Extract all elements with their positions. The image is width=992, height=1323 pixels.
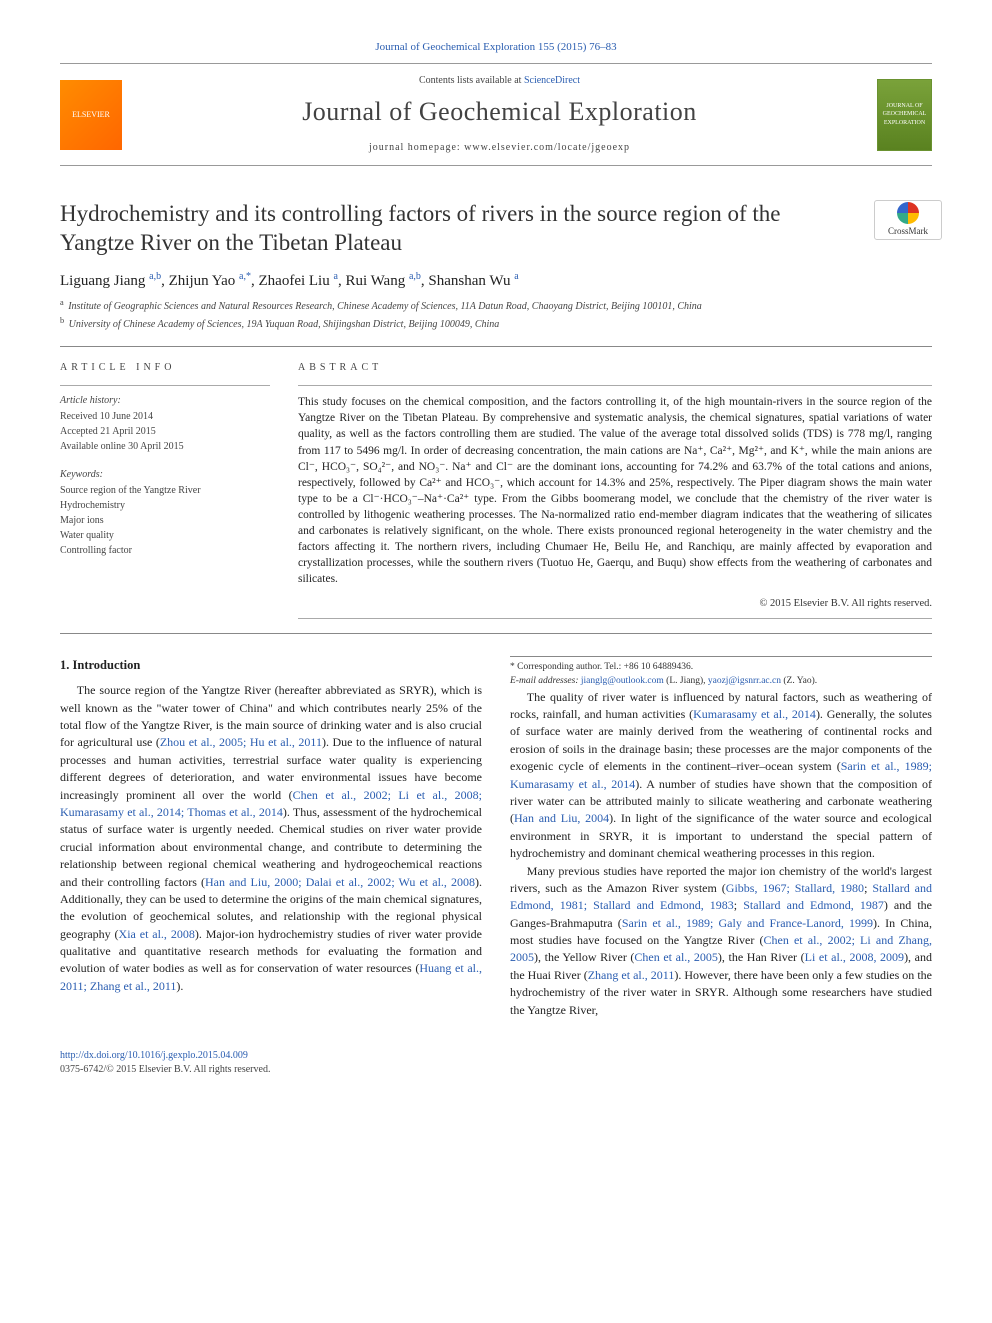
history-label: Article history: <box>60 394 270 408</box>
citation-link[interactable]: Chen et al., 2005 <box>634 950 717 964</box>
sciencedirect-link[interactable]: ScienceDirect <box>524 75 580 86</box>
affiliation: b University of Chinese Academy of Scien… <box>60 318 932 332</box>
article-info-col: ARTICLE INFO Article history: Received 1… <box>60 361 270 619</box>
history-entry: Received 10 June 2014 <box>60 410 270 424</box>
body-paragraph: The quality of river water is influenced… <box>510 689 932 863</box>
doi-link[interactable]: http://dx.doi.org/10.1016/j.gexplo.2015.… <box>60 1050 248 1061</box>
keyword: Controlling factor <box>60 544 270 558</box>
citation-link[interactable]: Gibbs, 1967; Stallard, 1980 <box>726 881 864 895</box>
history-entry: Accepted 21 April 2015 <box>60 425 270 439</box>
journal-header-center: Contents lists available at ScienceDirec… <box>122 74 877 154</box>
keywords-block: Keywords: Source region of the Yangtze R… <box>60 468 270 558</box>
keyword: Hydrochemistry <box>60 499 270 513</box>
divider <box>298 618 932 619</box>
abstract-heading: ABSTRACT <box>298 361 932 375</box>
article-info-heading: ARTICLE INFO <box>60 361 270 375</box>
journal-header: ELSEVIER Contents lists available at Sci… <box>60 63 932 165</box>
article-history: Article history: Received 10 June 2014Ac… <box>60 394 270 454</box>
email-line: E-mail addresses: jianglg@outlook.com (L… <box>510 675 932 689</box>
author-list: Liguang Jiang a,b, Zhijun Yao a,*, Zhaof… <box>60 271 932 292</box>
citation-link[interactable]: Stallard and Edmond, 1987 <box>743 898 884 912</box>
issn-copyright: 0375-6742/© 2015 Elsevier B.V. All right… <box>60 1063 932 1077</box>
citation-link[interactable]: Li et al., 2008, 2009 <box>805 950 904 964</box>
citation-text: Journal of Geochemical Exploration 155 (… <box>375 41 616 53</box>
keywords-label: Keywords: <box>60 468 270 482</box>
keyword: Major ions <box>60 514 270 528</box>
journal-title: Journal of Geochemical Exploration <box>122 94 877 130</box>
abstract-copyright: © 2015 Elsevier B.V. All rights reserved… <box>298 597 932 612</box>
affiliation: a Institute of Geographic Sciences and N… <box>60 300 932 314</box>
body-paragraph: The source region of the Yangtze River (… <box>60 682 482 995</box>
section-heading: 1. Introduction <box>60 656 482 674</box>
email-link[interactable]: yaozj@igsnrr.ac.cn <box>708 676 781 686</box>
divider <box>60 385 270 386</box>
footnote-block: * Corresponding author. Tel.: +86 10 648… <box>510 656 932 689</box>
info-abstract-row: ARTICLE INFO Article history: Received 1… <box>60 361 932 619</box>
body-text: 1. Introduction The source region of the… <box>60 656 932 1019</box>
body-paragraph: Many previous studies have reported the … <box>510 863 932 1020</box>
citation-link[interactable]: Kumarasamy et al., 2014 <box>693 707 816 721</box>
divider <box>60 633 932 634</box>
contents-line: Contents lists available at ScienceDirec… <box>122 74 877 88</box>
citation-header: Journal of Geochemical Exploration 155 (… <box>60 40 932 55</box>
abstract-text: This study focuses on the chemical compo… <box>298 394 932 587</box>
citation-link[interactable]: Sarin et al., 1989; Galy and France-Lano… <box>622 916 873 930</box>
homepage-url[interactable]: www.elsevier.com/locate/jgeoexp <box>464 142 630 153</box>
corresponding-author: * Corresponding author. Tel.: +86 10 648… <box>510 661 932 675</box>
journal-cover-thumb: JOURNAL OF GEOCHEMICAL EXPLORATION <box>877 79 932 151</box>
citation-link[interactable]: Zhang et al., 2011 <box>588 968 675 982</box>
citation-link[interactable]: Zhou et al., 2005; Hu et al., 2011 <box>160 735 322 749</box>
article-title: Hydrochemistry and its controlling facto… <box>60 200 932 258</box>
citation-link[interactable]: Han and Liu, 2000; Dalai et al., 2002; W… <box>205 875 475 889</box>
crossmark-badge[interactable]: CrossMark <box>874 200 942 240</box>
citation-link[interactable]: Xia et al., 2008 <box>119 927 195 941</box>
crossmark-icon <box>897 202 919 224</box>
elsevier-logo: ELSEVIER <box>60 80 122 150</box>
citation-link[interactable]: Han and Liu, 2004 <box>514 811 609 825</box>
page-footer: http://dx.doi.org/10.1016/j.gexplo.2015.… <box>60 1049 932 1077</box>
divider <box>60 346 932 347</box>
keyword: Water quality <box>60 529 270 543</box>
email-link[interactable]: jianglg@outlook.com <box>581 676 664 686</box>
history-entry: Available online 30 April 2015 <box>60 440 270 454</box>
journal-homepage: journal homepage: www.elsevier.com/locat… <box>122 141 877 155</box>
keyword: Source region of the Yangtze River <box>60 484 270 498</box>
abstract-col: ABSTRACT This study focuses on the chemi… <box>298 361 932 619</box>
divider <box>298 385 932 386</box>
